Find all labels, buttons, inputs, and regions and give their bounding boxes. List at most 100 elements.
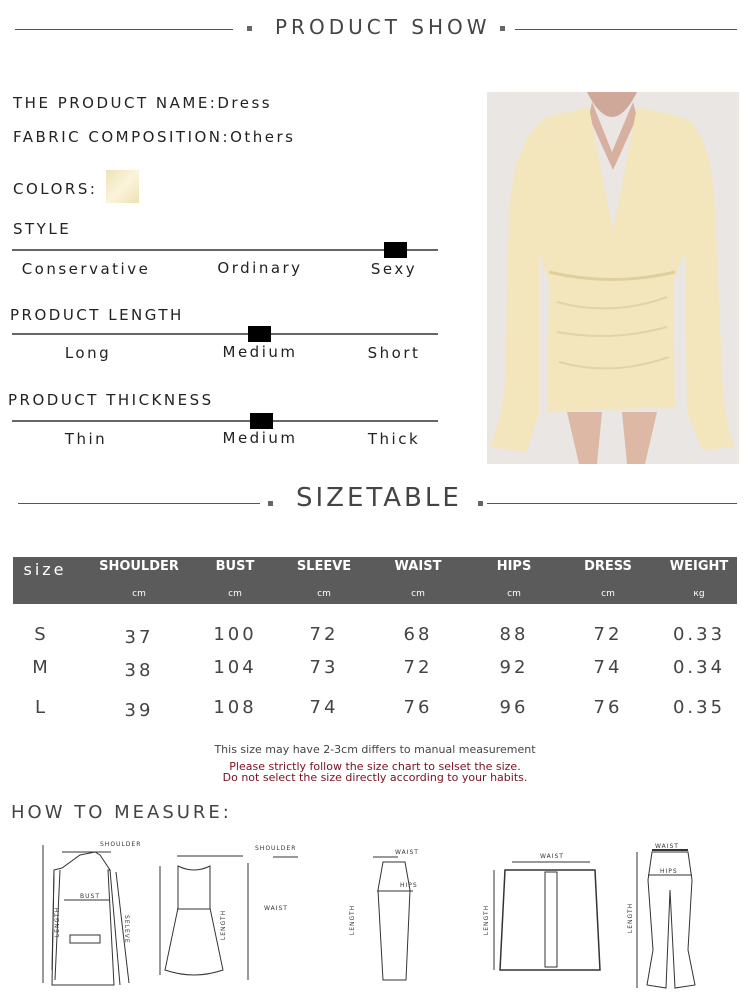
value-cell: 72 [403, 657, 433, 678]
divider [18, 503, 260, 504]
value-cell: 0.35 [672, 697, 726, 718]
value-cell: 76 [403, 697, 433, 718]
style-scale [12, 249, 438, 251]
label-length: LENGTH [54, 907, 61, 937]
value-cell: 74 [309, 697, 339, 718]
label-shoulder: SHOULDER [100, 841, 141, 848]
thickness-option-thin: Thin [64, 430, 108, 448]
size-note: This size may have 2-3cm differs to manu… [214, 743, 536, 756]
size-cell: M [32, 657, 48, 678]
divider [15, 29, 233, 30]
unit: кg [693, 589, 705, 599]
value-cell: 39 [124, 700, 154, 721]
divider-dot [500, 26, 505, 31]
value-cell: 76 [593, 697, 623, 718]
fabric-label: FABRIC COMPOSITION: [13, 128, 231, 146]
fabric-composition: FABRIC COMPOSITION:Others [13, 128, 295, 146]
label-waist: WAIST [655, 843, 679, 850]
style-option-sexy: Sexy [370, 260, 418, 278]
label-hips: HIPS [400, 882, 418, 889]
divider-dot [268, 501, 273, 506]
measure-diagrams: SHOULDER BUST LENGTH SELEVE SHOULDER WAI… [42, 841, 696, 989]
unit: cm [132, 589, 146, 599]
label-length: LENGTH [220, 910, 227, 940]
label-length: LENGTH [349, 905, 356, 935]
label-shoulder: SHOULDER [255, 845, 296, 852]
unit: cm [601, 589, 615, 599]
product-photo [487, 92, 739, 464]
divider-dot [478, 501, 483, 506]
value-cell: 96 [499, 697, 529, 718]
value-cell: 73 [309, 657, 339, 678]
col-sleeve: SLEEVE [296, 559, 352, 574]
value-cell: 68 [403, 624, 433, 645]
length-option-medium: Medium [222, 343, 298, 361]
length-option-short: Short [367, 344, 421, 362]
dress-diagram: SHOULDER WAIST LENGTH [159, 845, 296, 976]
value-cell: 37 [124, 627, 154, 648]
label-length: LENGTH [483, 905, 490, 935]
section-title-how-to-measure: HOW TO MEASURE: [11, 802, 232, 823]
thickness-marker [250, 413, 273, 429]
col-hips: HIPS [496, 559, 532, 574]
style-option-ordinary: Ordinary [217, 259, 303, 277]
label-bust: BUST [80, 893, 100, 900]
col-waist: WAIST [394, 559, 442, 574]
section-title-product-show: PRODUCT SHOW [275, 15, 491, 39]
divider [487, 503, 737, 504]
colors-label: COLORS: [13, 180, 98, 198]
value-cell: 104 [213, 657, 257, 678]
mini-skirt-diagram: WAIST LENGTH [483, 853, 601, 971]
label-waist: WAIST [540, 853, 564, 860]
value-cell: 100 [213, 624, 257, 645]
size-warning-1: Please strictly follow the size chart to… [229, 760, 521, 773]
unit: cm [317, 589, 331, 599]
thickness-option-medium: Medium [222, 429, 298, 447]
size-cell: L [34, 697, 46, 718]
product-name: THE PRODUCT NAME:Dress [13, 94, 272, 112]
product-name-label: THE PRODUCT NAME: [13, 94, 218, 112]
scale-title-length: PRODUCT LENGTH [10, 306, 184, 324]
value-cell: 0.34 [672, 657, 726, 678]
section-title-sizetable: SIZETABLE [296, 483, 462, 513]
scale-title-thickness: PRODUCT THICKNESS [8, 391, 214, 409]
label-length: LENGTH [627, 903, 634, 933]
col-dress: DRESS [584, 559, 632, 574]
value-cell: 38 [124, 660, 154, 681]
col-weight: WEIGHT [669, 559, 729, 574]
value-cell: 0.33 [672, 624, 726, 645]
pants-diagram: WAIST HIPS LENGTH [627, 843, 696, 989]
value-cell: 72 [309, 624, 339, 645]
col-shoulder: SHOULDER [99, 559, 179, 574]
size-cell: S [34, 624, 46, 645]
value-cell: 92 [499, 657, 529, 678]
thickness-option-thick: Thick [367, 430, 421, 448]
thickness-scale [12, 420, 438, 422]
value-cell: 72 [593, 624, 623, 645]
scale-title-style: STYLE [13, 220, 72, 238]
length-option-long: Long [64, 344, 112, 362]
size-warning-2: Do not select the size directly accordin… [222, 771, 528, 784]
length-marker [248, 326, 271, 342]
label-sleeve: SELEVE [123, 915, 130, 944]
unit: cm [411, 589, 425, 599]
length-scale [12, 333, 438, 335]
product-name-value: Dress [217, 94, 273, 112]
unit: cm [507, 589, 521, 599]
divider-dot [247, 26, 252, 31]
style-marker [384, 242, 407, 258]
divider [515, 29, 737, 30]
value-cell: 108 [213, 697, 257, 718]
jacket-diagram: SHOULDER BUST LENGTH SELEVE [42, 841, 141, 986]
style-option-conservative: Conservative [21, 260, 151, 278]
label-waist: WAIST [264, 905, 288, 912]
label-hips: HIPS [660, 868, 678, 875]
color-swatch[interactable] [106, 170, 139, 203]
size-table-header: size SHOULDER BUST SLEEVE WAIST HIPS DRE… [13, 557, 737, 604]
col-size: size [23, 560, 67, 579]
value-cell: 88 [499, 624, 529, 645]
label-waist: WAIST [395, 849, 419, 856]
value-cell: 74 [593, 657, 623, 678]
unit: cm [228, 589, 242, 599]
col-bust: BUST [215, 559, 255, 574]
